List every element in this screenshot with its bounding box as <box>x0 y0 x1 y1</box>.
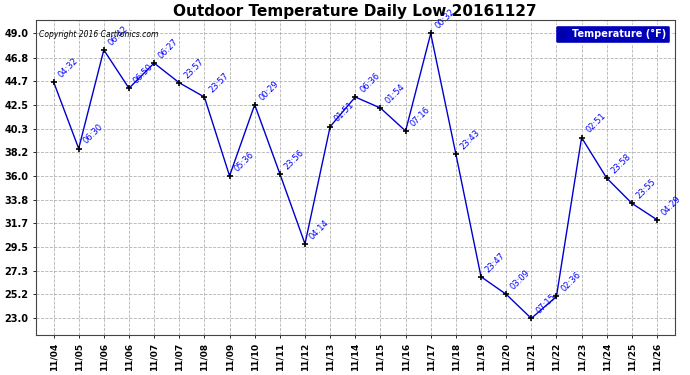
Text: 02:36: 02:36 <box>559 270 582 294</box>
Text: 04:32: 04:32 <box>57 56 79 79</box>
Text: Copyright 2016 Cartronics.com: Copyright 2016 Cartronics.com <box>39 30 159 39</box>
Text: 06:30: 06:30 <box>81 122 105 146</box>
Text: 06:36: 06:36 <box>358 71 382 94</box>
Text: 23:56: 23:56 <box>283 148 306 171</box>
Text: 23:58: 23:58 <box>609 152 633 176</box>
Text: 23:47: 23:47 <box>484 251 507 274</box>
Text: 06:50: 06:50 <box>132 62 155 86</box>
Text: 06:27: 06:27 <box>157 37 180 60</box>
Text: 00:32: 00:32 <box>433 8 457 31</box>
Text: 07:16: 07:16 <box>408 105 432 128</box>
Text: 04:14: 04:14 <box>308 218 331 241</box>
Text: 07:15: 07:15 <box>534 292 558 316</box>
Text: 06:42: 06:42 <box>106 24 130 47</box>
Text: 05:36: 05:36 <box>233 150 256 173</box>
Text: 01:51: 01:51 <box>333 101 356 124</box>
Legend: Temperature (°F): Temperature (°F) <box>555 25 670 43</box>
Text: 23:57: 23:57 <box>182 57 206 80</box>
Text: 00:29: 00:29 <box>257 79 281 102</box>
Text: 01:54: 01:54 <box>383 82 406 105</box>
Text: 03:09: 03:09 <box>509 268 532 291</box>
Text: 04:29: 04:29 <box>660 194 683 217</box>
Text: 23:57: 23:57 <box>207 71 230 94</box>
Text: 23:43: 23:43 <box>459 128 482 151</box>
Title: Outdoor Temperature Daily Low 20161127: Outdoor Temperature Daily Low 20161127 <box>173 4 537 19</box>
Text: 23:55: 23:55 <box>635 177 658 201</box>
Text: 02:51: 02:51 <box>584 112 607 135</box>
